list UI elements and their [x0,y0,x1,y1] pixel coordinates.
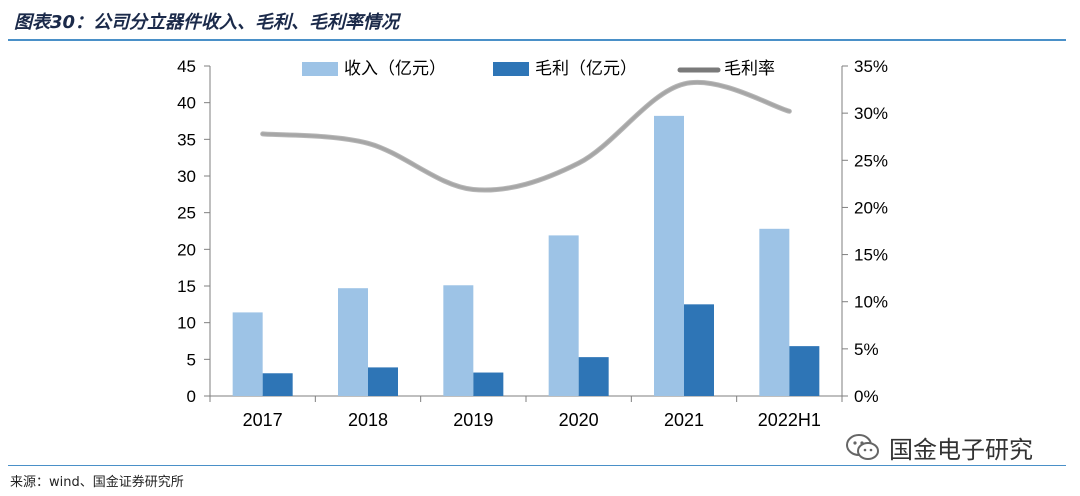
left-tick-label: 45 [177,57,196,76]
x-tick-label: 2019 [453,410,493,430]
right-tick-label: 5% [854,340,879,359]
x-tick-label: 2021 [664,410,704,430]
gross-profit-bar [789,346,820,396]
margin-line-shadow [260,80,792,193]
revenue-bar [548,235,579,396]
chart-title: 图表30：公司分立器件收入、毛利、毛利率情况 [14,12,400,33]
x-tick-label: 2018 [348,410,388,430]
title-rule [8,39,1066,41]
margin-line [260,80,792,193]
legend-label-revenue: 收入（亿元） [344,59,446,79]
legend-label-margin: 毛利率 [724,59,775,79]
right-tick-label: 25% [854,151,888,170]
left-tick-label: 10 [177,314,196,333]
footer-rule [8,465,1066,466]
revenue-bar [232,312,263,396]
revenue-bar [654,115,684,396]
gross-profit-bar [368,367,398,396]
right-tick-label: 30% [854,104,888,123]
right-tick-label: 0% [854,387,879,406]
legend-swatch-revenue [302,62,338,76]
gross-profit-bar [262,373,293,396]
right-tick-label: 20% [854,198,888,217]
x-tick-label: 2020 [559,410,599,430]
left-tick-label: 15 [177,277,196,296]
gross-profit-bar [578,357,609,396]
right-tick-label: 10% [854,293,888,312]
legend-label-gross-profit: 毛利（亿元） [535,59,637,79]
left-tick-label: 30 [177,167,196,186]
axes: 0 5 10 15 20 25 30 35 40 45 0% 5% 10% 15% 20% 25% 30% 35%… [177,57,888,430]
right-tick-label: 35% [854,57,888,76]
right-tick-label: 15% [854,246,888,265]
legend: 收入（亿元） 毛利（亿元） 毛利率 [302,59,775,79]
gross-profit-bar [684,304,714,396]
x-tick-label: 2017 [243,410,283,430]
x-tick-label: 2022H1 [758,410,821,430]
left-tick-label: 40 [177,94,196,113]
revenue-bar [443,285,474,396]
source-note: 来源：wind、国金证券研究所 [10,475,184,490]
margin-line-path [261,81,791,192]
left-tick-label: 5 [187,350,196,369]
watermark-text: 国金电子研究 [889,436,1033,464]
left-tick-label: 0 [187,387,196,406]
legend-swatch-gross-profit [493,62,529,76]
left-tick-label: 20 [177,240,196,259]
revenue-bar [338,288,368,396]
bars [232,115,820,396]
revenue-bar [759,228,790,396]
left-tick-label: 25 [177,204,196,223]
gross-profit-bar [473,372,504,396]
wechat-icon [846,433,879,460]
left-tick-label: 35 [177,130,196,149]
watermark: 国金电子研究 [845,430,1033,465]
